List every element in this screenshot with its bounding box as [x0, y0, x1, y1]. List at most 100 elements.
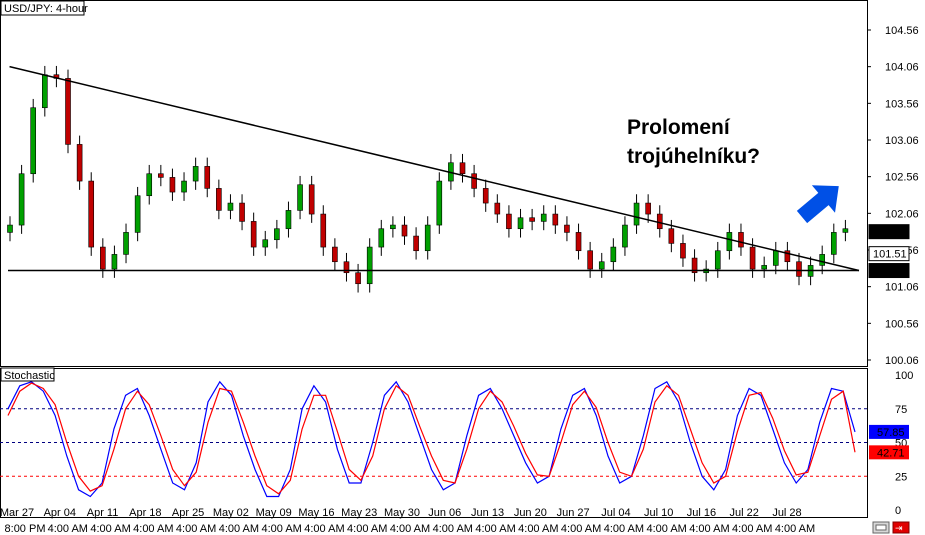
candle-body	[749, 246, 756, 270]
annotation-line-2: trojúhelníku?	[627, 145, 760, 168]
chart-shift-icon[interactable]: ⇥	[892, 521, 910, 534]
price-tick-label: 104.06	[885, 62, 919, 74]
annotation-line-1: Prolomení	[627, 116, 731, 139]
candle-body	[192, 166, 199, 182]
stochastic-tick-label: 75	[895, 404, 907, 416]
candle-body	[436, 180, 443, 226]
candle-body	[76, 144, 83, 182]
time-label: 4:00 AM	[433, 523, 473, 535]
time-label: 4:00 AM	[133, 523, 173, 535]
price-tick-label: 100.56	[885, 318, 919, 330]
date-label: Jun 20	[514, 507, 547, 519]
candle-body	[18, 173, 25, 226]
candle-body	[297, 184, 303, 211]
stochastic-tag-box	[869, 445, 909, 460]
candle-body	[633, 202, 640, 226]
date-label: May 30	[384, 507, 420, 519]
price-tag-label: 101.81	[873, 227, 907, 239]
candle-body	[796, 261, 802, 277]
stochastic-tags: 57.85 42.71	[869, 424, 909, 460]
stochastic-lines	[7, 380, 856, 498]
date-label: Apr 11	[87, 507, 119, 519]
date-label: Jul 22	[730, 507, 759, 519]
candle-body	[680, 243, 686, 259]
stochastic-tag-label: 57.85	[877, 427, 905, 439]
candle-body	[401, 224, 408, 237]
stochastic-line-1	[7, 380, 856, 498]
time-label: 4:00 AM	[347, 523, 387, 535]
candle-body	[819, 254, 825, 266]
time-label: 4:00 AM	[775, 523, 815, 535]
date-label: Jul 04	[601, 507, 630, 519]
candle-body	[181, 180, 187, 193]
candle-body	[111, 254, 118, 270]
time-label: 4:00 AM	[561, 523, 601, 535]
candle-body	[30, 107, 37, 175]
time-label: 8:00 PM	[5, 523, 46, 535]
time-label: 4:00 AM	[518, 523, 558, 535]
stochastic-levels	[0, 408, 867, 477]
candle-body	[552, 213, 559, 226]
candle-body	[123, 232, 129, 255]
candle-body	[424, 224, 431, 252]
candle-body	[65, 78, 71, 145]
candle-body	[239, 202, 245, 222]
candle-body	[726, 232, 733, 252]
date-label: Mar 27	[0, 507, 34, 519]
candle-body	[738, 232, 744, 248]
candle-body	[575, 232, 582, 252]
date-label: May 09	[256, 507, 292, 519]
date-label: Apr 25	[172, 507, 204, 519]
stochastic-title: Stochastic	[4, 370, 55, 382]
price-tag-label: 101.51	[873, 249, 907, 261]
candle-body	[100, 246, 106, 270]
time-label: 4:00 AM	[475, 523, 515, 535]
stochastic-tag-box	[869, 424, 909, 439]
date-label: Jun 27	[557, 507, 590, 519]
candle-body	[830, 232, 837, 255]
chart-scroll-icon[interactable]	[872, 521, 890, 534]
stochastic-line-2	[7, 382, 856, 495]
date-label: Jun 06	[428, 507, 461, 519]
candle-body	[540, 213, 547, 222]
time-label: 4:00 AM	[390, 523, 430, 535]
candle-body	[146, 173, 153, 197]
price-tick-label: 103.56	[885, 98, 919, 110]
date-label: Jul 28	[772, 507, 801, 519]
candle-body	[42, 74, 48, 109]
time-label: 4:00 AM	[646, 523, 686, 535]
price-tag-box	[868, 224, 910, 240]
candle-body	[250, 221, 257, 248]
svg-text:⇥: ⇥	[895, 523, 903, 533]
time-label: 4:00 AM	[604, 523, 644, 535]
candle-body	[587, 250, 593, 270]
candle-body	[517, 217, 524, 230]
candle-body	[413, 235, 419, 252]
candle-body	[784, 250, 791, 263]
price-tick-label: 103.06	[885, 135, 919, 147]
stochastic-tick-label: 100	[895, 370, 913, 382]
candle-body	[656, 213, 663, 230]
candle-body	[169, 177, 176, 193]
candle-body	[332, 246, 338, 263]
candle-body	[390, 224, 396, 230]
candle-body	[204, 166, 211, 189]
price-tick-label: 100.06	[885, 355, 919, 367]
candle-body	[88, 180, 95, 248]
candle-body	[355, 272, 361, 285]
price-tags: 101.81 101.51 101.28	[868, 224, 910, 279]
candle-body	[668, 228, 675, 244]
trendlines	[8, 65, 860, 272]
candle-body	[564, 224, 570, 233]
candle-body	[471, 173, 477, 189]
price-tag-box	[868, 246, 910, 262]
price-tag-box	[868, 263, 910, 279]
candle-body	[285, 210, 292, 230]
candle-body	[459, 162, 466, 175]
date-label: May 02	[213, 507, 249, 519]
candle-body	[622, 224, 628, 248]
time-label: 4:00 AM	[48, 523, 88, 535]
price-tick-label: 101.06	[885, 282, 919, 294]
date-label: May 23	[341, 507, 377, 519]
